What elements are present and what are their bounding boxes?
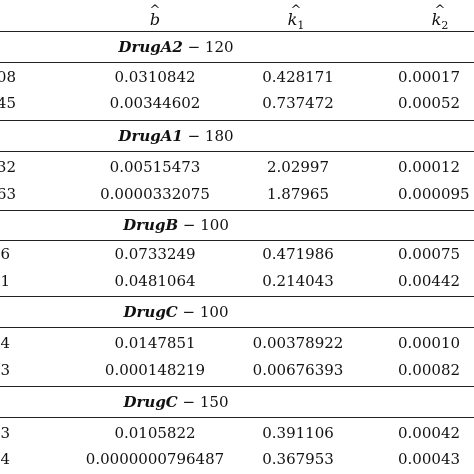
cell-k2: 0.00012 <box>398 158 461 176</box>
cell-b: 0.0000000796487 <box>85 450 225 468</box>
cell-b: 0.0105822 <box>114 424 196 442</box>
cell-first: 4 <box>0 450 10 468</box>
hat-accent: ^ <box>149 3 161 18</box>
group-value: 120 <box>204 38 234 56</box>
cell-b: 0.00515473 <box>109 158 201 176</box>
group-rule <box>0 210 474 211</box>
header-k1-hat: ^ k1 <box>287 3 305 36</box>
group-name: DrugC <box>123 393 178 411</box>
cell-k2: 0.00042 <box>398 424 461 442</box>
group-rule <box>0 240 474 241</box>
hat-accent: ^ <box>434 3 446 18</box>
group-heading: DrugA1 − 180 <box>118 126 233 146</box>
group-value: 100 <box>199 303 229 321</box>
cell-k1: 0.391106 <box>262 424 334 442</box>
group-heading: DrugA2 − 120 <box>118 37 233 57</box>
group-value: 100 <box>200 216 229 234</box>
group-value: 150 <box>199 393 229 411</box>
cell-b: 0.0481064 <box>114 272 196 290</box>
group-sep: − <box>178 216 201 234</box>
cell-k2: 0.00075 <box>398 245 461 263</box>
group-heading: DrugB − 100 <box>123 215 229 235</box>
cell-k1: 0.471986 <box>262 245 334 263</box>
group-rule <box>0 327 474 328</box>
cell-k2: 0.00017 <box>398 68 461 86</box>
cell-k1: 0.428171 <box>262 68 334 86</box>
cell-k2: 0.00010 <box>398 334 461 352</box>
cell-first: 08 <box>0 68 16 86</box>
group-rule <box>0 417 474 418</box>
cell-first: 32 <box>0 158 16 176</box>
cell-k2: 0.00052 <box>398 94 461 112</box>
cell-k2: 0.000095 <box>398 185 470 203</box>
cell-k1: 0.00676393 <box>252 361 344 379</box>
cell-k1: 0.00378922 <box>252 334 344 352</box>
header-k1-subscript: 1 <box>297 19 305 33</box>
hat-accent: ^ <box>290 3 302 18</box>
header-b-label: b <box>149 10 161 29</box>
group-rule <box>0 296 474 297</box>
cell-first: 1 <box>0 272 10 290</box>
header-k2-subscript: 2 <box>441 19 449 33</box>
group-heading: DrugC − 150 <box>124 392 229 412</box>
group-sep: − <box>182 38 205 56</box>
cell-b: 0.00344602 <box>109 94 201 112</box>
group-name: DrugA1 <box>118 127 183 145</box>
cell-b: 0.0310842 <box>114 68 196 86</box>
cell-k1: 1.87965 <box>266 185 330 203</box>
header-k2-hat: ^ k2 <box>431 3 449 36</box>
header-k1-label: k <box>287 10 298 29</box>
cell-first: 63 <box>0 185 16 203</box>
header-k2-label: k <box>431 10 442 29</box>
cell-k1: 0.214043 <box>262 272 334 290</box>
cell-k1: 2.02997 <box>266 158 330 176</box>
group-value: 180 <box>204 127 234 145</box>
cell-first: 4 <box>0 334 10 352</box>
cell-k1: 0.737472 <box>262 94 334 112</box>
cell-b: 0.0733249 <box>114 245 196 263</box>
group-sep: − <box>177 303 200 321</box>
header-rule <box>0 31 474 32</box>
group-heading: DrugC − 100 <box>124 302 229 322</box>
group-rule <box>0 62 474 63</box>
cell-first: 45 <box>0 94 16 112</box>
cell-k2: 0.00442 <box>398 272 461 290</box>
cell-k2: 0.00043 <box>398 450 461 468</box>
cell-b: 0.0147851 <box>114 334 196 352</box>
cell-k1: 0.367953 <box>262 450 334 468</box>
group-rule <box>0 151 474 152</box>
header-b-hat: ^ b <box>149 3 161 30</box>
group-name: DrugA2 <box>118 38 183 56</box>
cell-first: 3 <box>0 424 10 442</box>
group-sep: − <box>182 127 205 145</box>
group-name: DrugC <box>123 303 178 321</box>
group-rule <box>0 120 474 121</box>
group-sep: − <box>177 393 200 411</box>
cell-first: 6 <box>0 245 10 263</box>
group-name: DrugB <box>123 216 179 234</box>
cell-b: 0.000148219 <box>104 361 206 379</box>
cell-k2: 0.00082 <box>398 361 461 379</box>
group-rule <box>0 386 474 387</box>
cell-first: 3 <box>0 361 10 379</box>
cell-b: 0.0000332075 <box>100 185 210 203</box>
